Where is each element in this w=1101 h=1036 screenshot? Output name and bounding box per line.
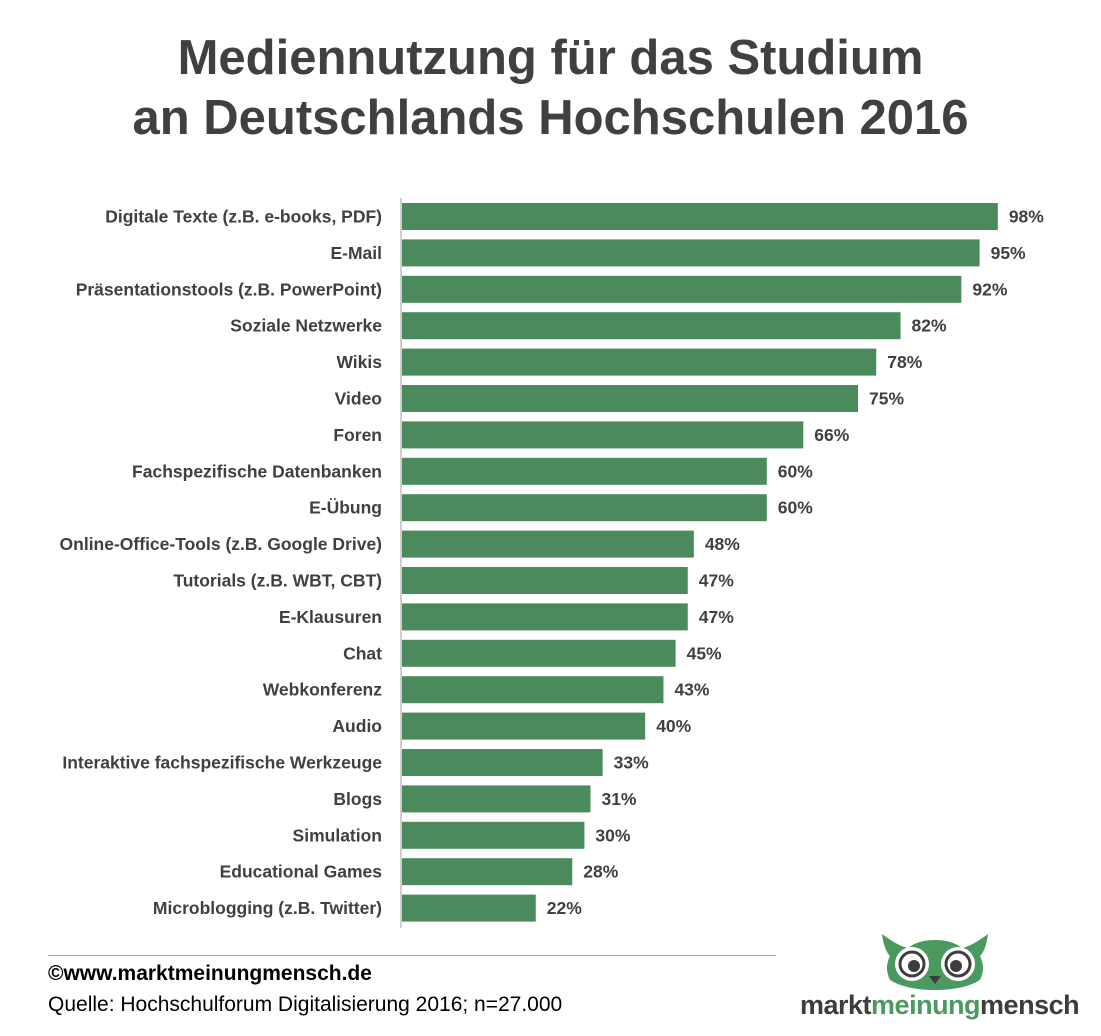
owl-icon (882, 934, 988, 990)
data-label: 48% (705, 534, 740, 554)
data-label: 60% (778, 461, 813, 481)
bar (402, 275, 962, 303)
data-label: 47% (699, 571, 734, 591)
category-label: Webkonferenz (263, 680, 383, 700)
category-label: Soziale Netzwerke (230, 316, 382, 336)
data-label: 45% (687, 643, 722, 663)
data-label: 92% (972, 279, 1007, 299)
data-label: 78% (887, 352, 922, 372)
bar-chart: Digitale Texte (z.B. e-books, PDF) 98% E-M… (60, 198, 1044, 928)
category-label: Tutorials (z.B. WBT, CBT) (173, 571, 382, 591)
category-label: Microblogging (z.B. Twitter) (153, 898, 382, 918)
bar (402, 676, 664, 704)
data-label: 43% (674, 680, 709, 700)
data-label: 40% (656, 716, 691, 736)
bar (402, 312, 901, 340)
category-label: Audio (332, 716, 382, 736)
category-label: Digitale Texte (z.B. e-books, PDF) (105, 207, 382, 227)
category-label: Wikis (336, 352, 382, 372)
bar (402, 749, 603, 776)
brand-logo: marktmeinungmensch (800, 930, 1080, 1025)
data-label: 22% (547, 898, 582, 918)
bar (402, 567, 688, 594)
bar (402, 858, 573, 886)
bar (402, 348, 877, 376)
data-label: 66% (814, 425, 849, 445)
bar-group: Digitale Texte (z.B. e-books, PDF) 98% E-M… (60, 203, 1044, 922)
category-label: Foren (333, 425, 382, 445)
data-label: 60% (778, 498, 813, 518)
data-label: 95% (991, 243, 1026, 263)
footer-divider (48, 955, 776, 956)
category-label: Online-Office-Tools (z.B. Google Drive) (60, 534, 382, 554)
category-label: Blogs (333, 789, 382, 809)
category-label: Fachspezifische Datenbanken (132, 461, 382, 481)
bar (402, 494, 767, 522)
category-label: Video (335, 389, 382, 409)
data-label: 31% (601, 789, 636, 809)
category-label: E-Mail (330, 243, 382, 263)
data-label: 82% (912, 316, 947, 336)
bar (402, 639, 676, 667)
bar (402, 203, 998, 230)
bar (402, 712, 646, 740)
category-label: Educational Games (220, 862, 383, 882)
data-label: 75% (869, 389, 904, 409)
source-text: Quelle: Hochschulforum Digitalisierung 2… (48, 993, 563, 1016)
bar (402, 530, 694, 558)
category-label: Präsentationstools (z.B. PowerPoint) (76, 279, 382, 299)
logo-word-meinung: meinung (871, 990, 981, 1020)
chart-title-line-1: Mediennutzung für das Studium (177, 31, 924, 85)
data-label: 47% (699, 607, 734, 627)
bar (402, 457, 767, 485)
data-label: 98% (1009, 207, 1044, 227)
data-label: 28% (583, 862, 618, 882)
bar (402, 239, 980, 267)
copyright-text: ©www.marktmeinungmensch.de (48, 962, 372, 985)
logo-word-mensch: mensch (980, 990, 1080, 1020)
bar (402, 894, 536, 922)
bar (402, 821, 585, 849)
data-label: 30% (595, 825, 630, 845)
category-label: E-Klausuren (279, 607, 382, 627)
category-label: Interaktive fachspezifische Werkzeuge (62, 753, 382, 773)
logo-wordmark: marktmeinungmensch (800, 990, 1080, 1021)
bar (402, 421, 804, 449)
chart-title-line-2: an Deutschlands Hochschulen 2016 (132, 91, 969, 145)
bar (402, 785, 591, 813)
category-label: E-Übung (309, 498, 382, 518)
category-label: Simulation (293, 825, 382, 845)
category-label: Chat (343, 643, 382, 663)
bar (402, 603, 688, 631)
chart-title: Mediennutzung für das Studium an Deutsch… (0, 28, 1101, 148)
logo-word-markt: markt (800, 990, 872, 1020)
bar (402, 385, 858, 412)
data-label: 33% (614, 753, 649, 773)
